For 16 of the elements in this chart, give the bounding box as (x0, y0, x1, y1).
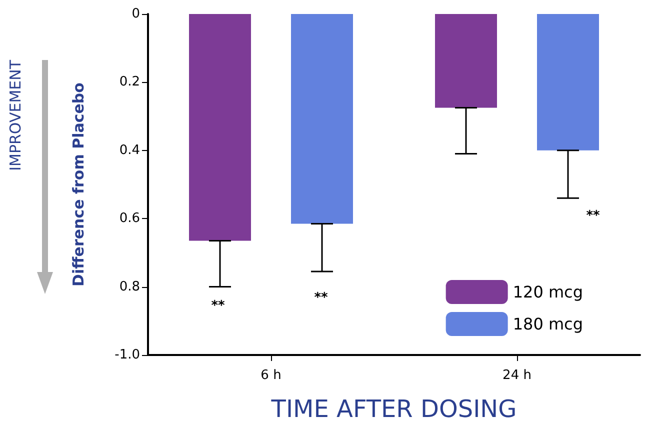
x-tick-label: 24 h (502, 368, 532, 383)
x-tick-label: 6 h (260, 368, 282, 383)
y-tick-label: 0.2 (119, 74, 140, 90)
x-axis-title: TIME AFTER DOSING (270, 395, 517, 423)
y-tick-label: 0.4 (119, 142, 140, 158)
annotation: ** (314, 290, 328, 306)
y-tick-label: 0 (132, 6, 140, 22)
annotation: ** (586, 208, 600, 224)
legend-label: 120 mcg (512, 282, 584, 302)
legend-label: 180 mcg (512, 314, 584, 334)
annotation: ** (211, 298, 225, 314)
y-axis-title: Difference from Placebo (70, 82, 88, 286)
y-tick-label: 0.8 (119, 279, 140, 294)
y-tick-label: -1.0 (114, 348, 140, 362)
y-tick-label: 0.6 (119, 211, 140, 226)
text: IMPROVEMENT (6, 59, 24, 171)
